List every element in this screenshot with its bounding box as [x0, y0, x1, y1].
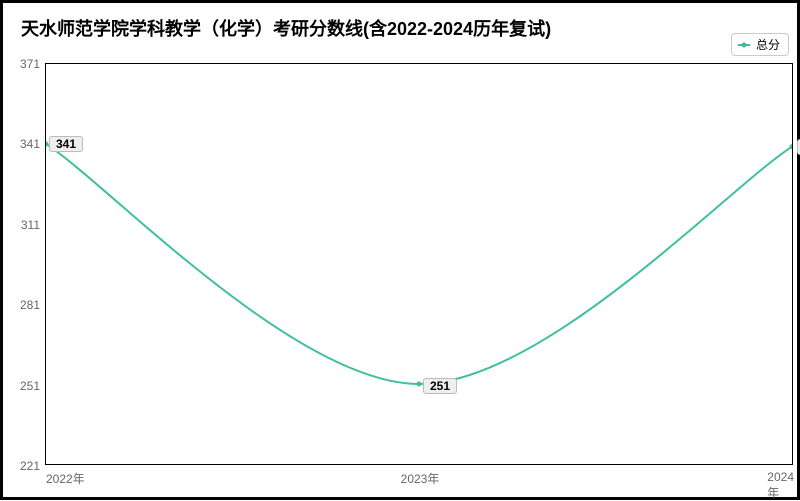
x-tick-label: 2023年 [401, 470, 440, 487]
y-tick-label: 371 [20, 57, 40, 71]
y-tick-label: 281 [20, 298, 40, 312]
series-line [46, 64, 792, 464]
x-tick-label: 2024年 [767, 470, 794, 501]
chart-title: 天水师范学院学科教学（化学）考研分数线(含2022-2024历年复试) [21, 15, 551, 41]
point-label: 251 [423, 378, 457, 394]
legend: 总分 [731, 33, 789, 56]
chart-container: 天水师范学院学科教学（化学）考研分数线(含2022-2024历年复试) 总分 2… [0, 0, 800, 500]
y-tick-label: 251 [20, 379, 40, 393]
plot-area: 2212512813113413712022年2023年2024年3412513… [45, 63, 793, 465]
point-label: 341 [49, 136, 83, 152]
y-tick-label: 341 [20, 137, 40, 151]
legend-swatch [738, 44, 750, 46]
x-tick-label: 2022年 [46, 470, 85, 487]
point-marker [417, 382, 422, 387]
y-tick-label: 311 [21, 218, 40, 232]
y-tick-label: 221 [20, 459, 40, 473]
legend-label: 总分 [756, 36, 780, 53]
